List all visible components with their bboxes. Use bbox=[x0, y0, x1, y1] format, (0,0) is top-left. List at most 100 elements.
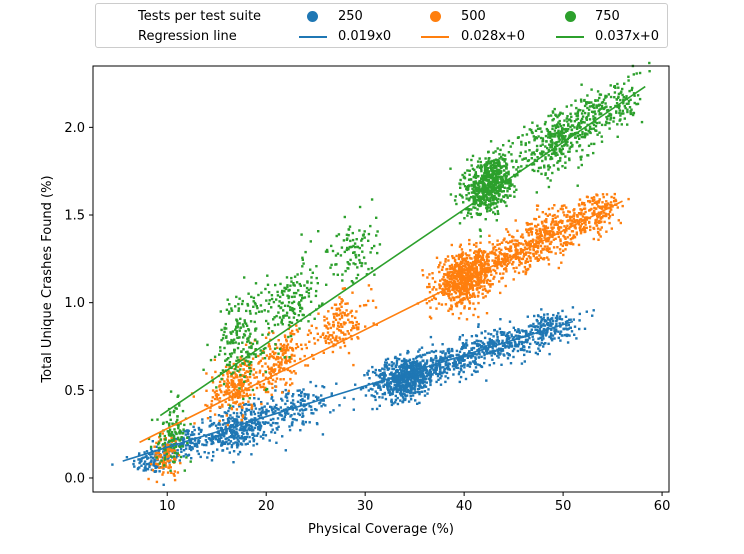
data-point-250 bbox=[220, 415, 223, 418]
data-point-250 bbox=[386, 387, 389, 390]
data-point-250 bbox=[180, 450, 183, 453]
data-point-500 bbox=[455, 261, 458, 265]
data-point-750 bbox=[230, 341, 233, 344]
data-point-250 bbox=[271, 408, 274, 412]
data-point-500 bbox=[455, 277, 458, 280]
data-point-250 bbox=[396, 385, 400, 388]
data-point-500 bbox=[450, 299, 453, 302]
data-point-500 bbox=[454, 302, 457, 306]
data-point-500 bbox=[218, 388, 222, 391]
data-point-750 bbox=[298, 304, 302, 307]
data-point-250 bbox=[267, 421, 270, 424]
data-point-250 bbox=[414, 368, 417, 371]
data-point-500 bbox=[272, 331, 275, 335]
data-point-250 bbox=[383, 365, 387, 368]
data-point-500 bbox=[479, 260, 482, 264]
data-point-250 bbox=[396, 388, 399, 391]
data-point-250 bbox=[409, 363, 412, 366]
data-point-250 bbox=[429, 373, 432, 377]
data-point-250 bbox=[503, 344, 506, 347]
data-point-750 bbox=[189, 460, 192, 463]
data-point-250 bbox=[502, 333, 505, 336]
data-point-750 bbox=[297, 302, 300, 305]
data-point-750 bbox=[147, 437, 151, 441]
data-point-750 bbox=[345, 233, 349, 236]
data-point-750 bbox=[361, 250, 364, 253]
data-point-750 bbox=[248, 356, 251, 359]
data-point-500 bbox=[154, 462, 158, 466]
data-point-750 bbox=[277, 352, 280, 355]
data-point-500 bbox=[533, 217, 536, 221]
data-point-750 bbox=[168, 428, 172, 431]
data-point-500 bbox=[282, 378, 285, 381]
data-point-500 bbox=[499, 264, 503, 267]
data-point-750 bbox=[358, 205, 362, 209]
data-point-500 bbox=[166, 471, 170, 474]
data-point-250 bbox=[535, 318, 538, 322]
data-point-500 bbox=[598, 212, 601, 216]
data-point-500 bbox=[502, 272, 505, 275]
data-point-500 bbox=[483, 264, 486, 268]
data-point-500 bbox=[330, 306, 334, 310]
data-point-500 bbox=[338, 325, 341, 328]
data-point-250 bbox=[275, 407, 278, 410]
data-point-250 bbox=[452, 368, 456, 371]
data-point-250 bbox=[534, 351, 538, 355]
data-point-250 bbox=[519, 347, 523, 351]
data-point-500 bbox=[281, 391, 284, 394]
data-point-250 bbox=[314, 384, 318, 388]
data-point-250 bbox=[449, 356, 452, 359]
data-point-500 bbox=[453, 266, 457, 269]
data-point-500 bbox=[545, 220, 548, 224]
data-point-500 bbox=[266, 365, 270, 368]
data-point-500 bbox=[573, 236, 577, 239]
data-point-250 bbox=[539, 316, 543, 319]
data-point-500 bbox=[445, 273, 448, 276]
data-point-750 bbox=[237, 342, 240, 345]
data-point-250 bbox=[528, 337, 531, 340]
data-point-500 bbox=[557, 227, 560, 231]
data-point-500 bbox=[285, 347, 289, 350]
data-point-750 bbox=[281, 289, 284, 293]
data-point-250 bbox=[370, 394, 373, 397]
data-point-250 bbox=[373, 395, 377, 399]
data-point-250 bbox=[290, 424, 294, 427]
data-point-250 bbox=[510, 335, 513, 338]
data-point-250 bbox=[414, 383, 417, 386]
data-point-500 bbox=[439, 261, 442, 264]
data-point-750 bbox=[220, 328, 223, 332]
data-point-750 bbox=[363, 236, 366, 239]
data-point-250 bbox=[230, 445, 233, 449]
data-point-750 bbox=[504, 178, 508, 181]
data-point-250 bbox=[402, 378, 405, 381]
data-point-500 bbox=[496, 239, 499, 242]
data-point-750 bbox=[174, 430, 177, 434]
data-point-500 bbox=[465, 272, 468, 275]
data-point-250 bbox=[243, 436, 247, 439]
data-point-750 bbox=[337, 233, 341, 236]
data-point-500 bbox=[451, 296, 454, 299]
data-point-250 bbox=[216, 448, 219, 451]
data-point-250 bbox=[434, 356, 438, 360]
data-point-250 bbox=[291, 405, 294, 408]
data-point-250 bbox=[261, 421, 265, 424]
data-point-500 bbox=[431, 277, 434, 280]
data-point-500 bbox=[460, 286, 463, 290]
data-point-250 bbox=[413, 387, 416, 390]
data-point-500 bbox=[351, 327, 354, 330]
data-point-500 bbox=[455, 254, 458, 258]
data-point-500 bbox=[350, 337, 353, 341]
data-point-250 bbox=[434, 349, 438, 353]
data-point-750 bbox=[302, 262, 305, 265]
data-point-500 bbox=[432, 286, 436, 289]
data-point-750 bbox=[282, 309, 285, 312]
data-point-500 bbox=[482, 281, 486, 284]
data-point-250 bbox=[140, 457, 144, 460]
data-point-500 bbox=[516, 239, 519, 242]
data-point-500 bbox=[550, 230, 553, 233]
data-point-500 bbox=[295, 343, 298, 346]
data-point-750 bbox=[367, 267, 370, 271]
data-point-750 bbox=[290, 321, 294, 324]
data-point-500 bbox=[425, 302, 429, 305]
data-point-500 bbox=[443, 291, 447, 294]
